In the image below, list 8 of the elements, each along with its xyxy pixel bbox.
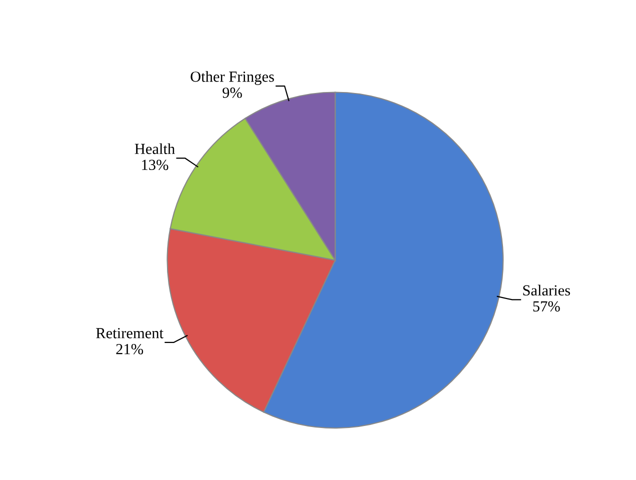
data-label: 21% [116, 344, 144, 354]
data-label: 57% [533, 301, 560, 312]
slice-label: Salaries [523, 284, 570, 296]
slice-label: Other Fringes [190, 71, 274, 85]
slice-label: Retirement [96, 328, 164, 338]
slice-label: Health [134, 143, 175, 154]
data-label: 9% [222, 88, 242, 98]
data-label: 13% [142, 160, 168, 170]
